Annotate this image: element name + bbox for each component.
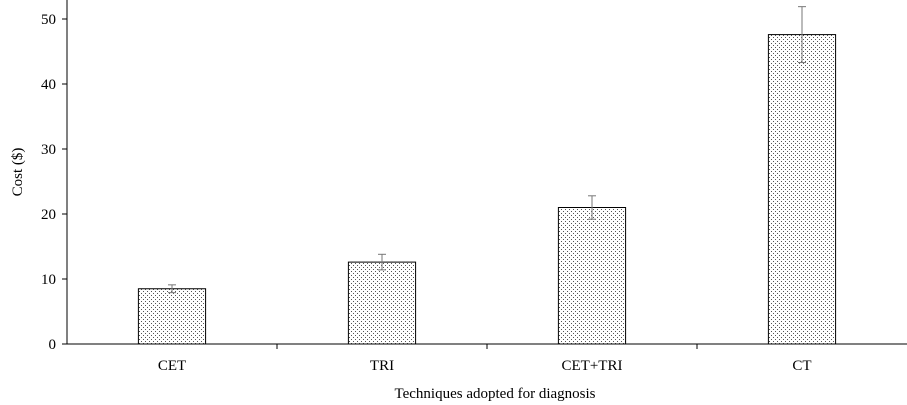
y-tick-label: 20 — [41, 207, 56, 223]
y-tick-label: 50 — [41, 12, 56, 28]
x-axis-tick-labels: CET TRI CET+TRI CT — [158, 358, 812, 374]
bar-cet-tri — [557, 207, 627, 345]
x-tick-label: CET — [158, 358, 186, 374]
y-tick-label: 30 — [41, 142, 56, 158]
x-tick-label: CT — [792, 358, 811, 374]
plot-area: 0 10 20 30 40 50 CET TRI CET+TRI CT — [41, 0, 907, 374]
y-axis-ticks: 0 10 20 30 40 50 — [41, 12, 698, 353]
error-bar — [378, 253, 386, 271]
x-axis-title: Techniques adopted for diagnosis — [395, 386, 596, 402]
error-bar — [168, 284, 176, 294]
y-axis-title: Cost ($) — [10, 148, 26, 197]
x-tick-label: CET+TRI — [562, 358, 623, 374]
error-bar — [798, 6, 806, 64]
bars — [137, 34, 837, 345]
y-tick-label: 10 — [41, 272, 56, 288]
bar-tri — [347, 261, 417, 345]
x-tick-label: TRI — [370, 358, 394, 374]
bar-ct — [767, 34, 837, 345]
y-tick-label: 40 — [41, 77, 56, 93]
error-bars — [168, 6, 806, 294]
error-bar — [588, 195, 596, 220]
y-tick-label: 0 — [49, 337, 57, 353]
bar-cet — [137, 288, 207, 345]
